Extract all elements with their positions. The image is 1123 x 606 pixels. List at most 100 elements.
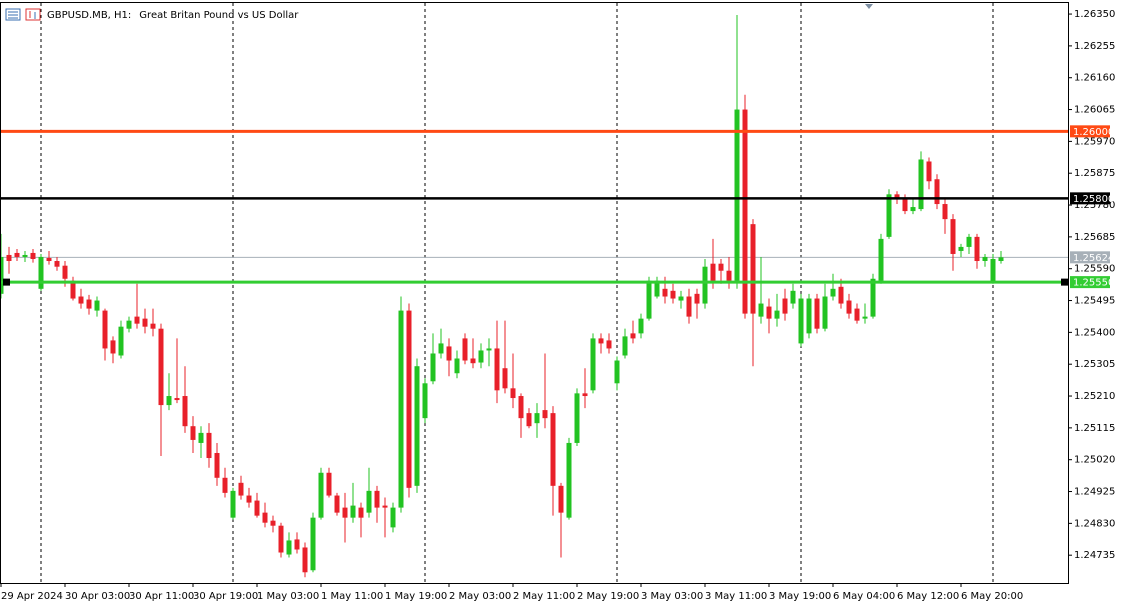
chart-icon[interactable] bbox=[25, 8, 41, 21]
candle-body bbox=[166, 396, 172, 406]
candle-body bbox=[366, 490, 372, 513]
candle-body bbox=[78, 296, 84, 304]
symbol-title: GBPUSD.MB, H1: bbox=[47, 10, 131, 21]
candle-body bbox=[310, 517, 316, 571]
candle-body bbox=[974, 236, 980, 262]
candle-body bbox=[350, 505, 356, 518]
plot-border bbox=[0, 2, 1069, 584]
candle-body bbox=[318, 472, 324, 518]
x-tick-label: 6 May 04:00 bbox=[833, 591, 895, 602]
y-tick-label: 1.26255 bbox=[1074, 41, 1115, 52]
candle-body bbox=[46, 257, 52, 262]
price-level-tag bbox=[1070, 125, 1110, 138]
x-tick-label: 3 May 11:00 bbox=[705, 591, 767, 602]
price-level-label: 1.25800 bbox=[1073, 194, 1114, 205]
candle-body bbox=[622, 336, 628, 356]
y-tick-label: 1.25590 bbox=[1074, 264, 1115, 275]
x-tick-label: 2 May 03:00 bbox=[449, 591, 511, 602]
candle-body bbox=[854, 308, 860, 321]
candle-body bbox=[182, 396, 188, 427]
candle-body bbox=[782, 298, 788, 314]
price-level-label: 1.25624 bbox=[1073, 253, 1114, 264]
candle-body bbox=[998, 257, 1004, 262]
candle-body bbox=[390, 507, 396, 528]
candle-body bbox=[790, 290, 796, 304]
y-tick-label: 1.24830 bbox=[1074, 518, 1115, 529]
candle-body bbox=[862, 316, 868, 319]
candle-body bbox=[6, 254, 12, 262]
candle-body bbox=[846, 300, 852, 314]
candle-body bbox=[102, 310, 108, 349]
price-level-label: 1.25550 bbox=[1073, 278, 1114, 289]
candle-body bbox=[478, 350, 484, 363]
candle-body bbox=[486, 348, 492, 351]
candle-body bbox=[990, 258, 996, 282]
candle-body bbox=[190, 426, 196, 440]
candle-body bbox=[766, 306, 772, 319]
candle-body bbox=[374, 490, 380, 508]
price-level-tag bbox=[1070, 192, 1110, 205]
y-tick-label: 1.25780 bbox=[1074, 200, 1115, 211]
candle-body bbox=[822, 296, 828, 329]
x-tick-label: 3 May 03:00 bbox=[641, 591, 703, 602]
y-tick-label: 1.24925 bbox=[1074, 487, 1115, 498]
candle-body bbox=[942, 204, 948, 220]
candle-body bbox=[574, 393, 580, 443]
y-tick-label: 1.25495 bbox=[1074, 296, 1115, 307]
candle-body bbox=[934, 179, 940, 205]
candle-body bbox=[134, 316, 140, 324]
candle-body bbox=[550, 413, 556, 486]
y-tick-label: 1.25210 bbox=[1074, 391, 1115, 402]
candle-body bbox=[758, 303, 764, 317]
candle-body bbox=[286, 540, 292, 555]
candle-body bbox=[870, 278, 876, 317]
candle-body bbox=[686, 296, 692, 317]
candle-body bbox=[198, 432, 204, 443]
y-tick-label: 1.26160 bbox=[1074, 73, 1115, 84]
x-tick-label: 3 May 19:00 bbox=[769, 591, 831, 602]
candle-body bbox=[670, 290, 676, 299]
candle-body bbox=[14, 252, 20, 257]
candle-body bbox=[630, 333, 636, 339]
candle-body bbox=[294, 539, 300, 550]
candle-body bbox=[894, 194, 900, 200]
candle-body bbox=[30, 252, 36, 259]
candle-body bbox=[270, 520, 276, 526]
candle-body bbox=[966, 236, 972, 247]
candle-body bbox=[398, 310, 404, 508]
y-tick-label: 1.26350 bbox=[1074, 9, 1115, 20]
price-level-label: 1.26000 bbox=[1073, 127, 1114, 138]
y-tick-label: 1.25400 bbox=[1074, 327, 1115, 338]
x-tick-label: 30 Apr 11:00 bbox=[129, 591, 194, 602]
candle-body bbox=[838, 286, 844, 304]
candle-body bbox=[878, 238, 884, 281]
candle-body bbox=[462, 338, 468, 361]
candle-body bbox=[718, 263, 724, 271]
candle-body bbox=[606, 340, 612, 349]
x-tick-label: 1 May 11:00 bbox=[321, 591, 383, 602]
candle-body bbox=[406, 310, 412, 488]
candle-body bbox=[86, 299, 92, 309]
candle-body bbox=[710, 263, 716, 281]
candle-body bbox=[742, 109, 748, 314]
candle-body bbox=[174, 398, 180, 401]
candle-body bbox=[230, 490, 236, 518]
candle-body bbox=[342, 507, 348, 518]
candle-body bbox=[566, 442, 572, 518]
candle-body bbox=[118, 326, 124, 356]
candle-body bbox=[662, 288, 668, 297]
candle-body bbox=[518, 396, 524, 419]
x-tick-label: 6 May 20:00 bbox=[961, 591, 1023, 602]
candle-body bbox=[502, 368, 508, 389]
candle-body bbox=[750, 224, 756, 314]
candle-body bbox=[206, 432, 212, 459]
y-tick-label: 1.25875 bbox=[1074, 168, 1115, 179]
candle-body bbox=[414, 366, 420, 486]
candle-body bbox=[214, 452, 220, 478]
candle-body bbox=[926, 161, 932, 182]
level-handle bbox=[3, 278, 10, 286]
candle-body bbox=[358, 507, 364, 518]
candle-body bbox=[326, 472, 332, 496]
y-tick-label: 1.25305 bbox=[1074, 359, 1115, 370]
